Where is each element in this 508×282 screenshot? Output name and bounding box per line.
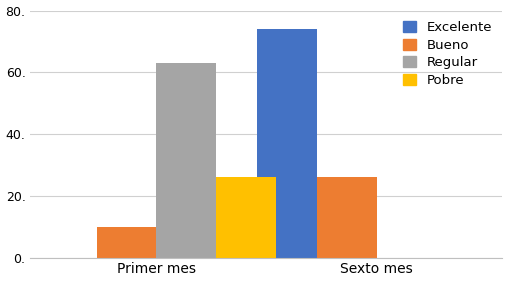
Bar bbox=[317, 177, 376, 257]
Bar bbox=[216, 177, 276, 257]
Legend: Excelente, Bueno, Regular, Pobre: Excelente, Bueno, Regular, Pobre bbox=[399, 17, 496, 91]
Bar bbox=[156, 63, 216, 257]
Bar bbox=[257, 29, 317, 257]
Bar bbox=[97, 227, 156, 257]
